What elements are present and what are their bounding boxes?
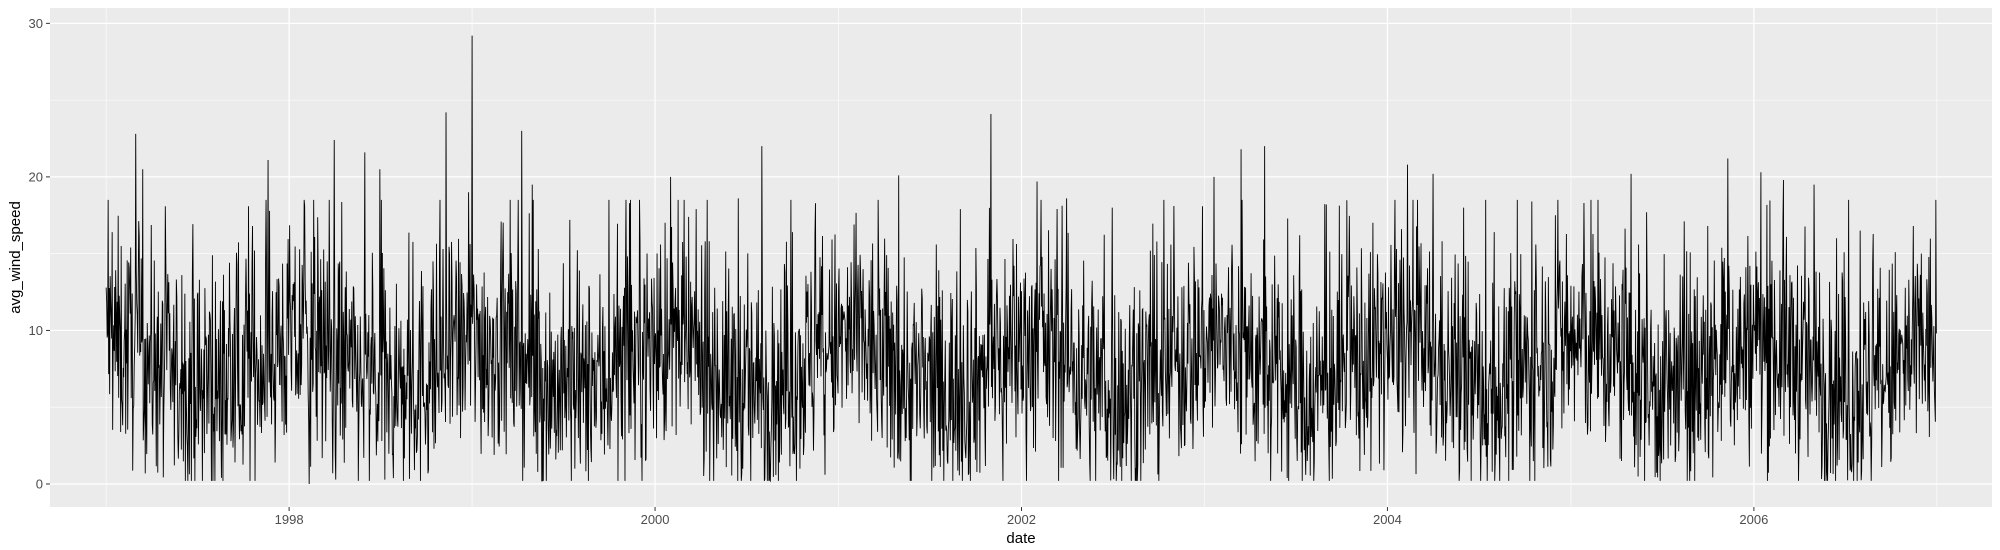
x-axis-title: date [1006, 530, 1035, 547]
x-tick-label: 2004 [1373, 512, 1402, 527]
y-tick-label: 0 [36, 476, 43, 491]
x-axis-ticks: 1998 2000 2002 2004 2006 [275, 507, 1768, 527]
x-tick-label: 2002 [1007, 512, 1036, 527]
y-tick-label: 10 [29, 323, 43, 338]
x-tick-label: 2000 [641, 512, 670, 527]
y-axis-ticks: 0 10 20 30 [29, 16, 50, 491]
y-axis-title: avg_wind_speed [7, 201, 24, 314]
series-lines [105, 35, 1937, 484]
y-tick-label: 30 [29, 16, 43, 31]
y-tick-label: 20 [29, 169, 43, 184]
x-tick-label: 1998 [275, 512, 304, 527]
x-tick-label: 2006 [1739, 512, 1768, 527]
avg-wind-speed-line [105, 35, 1937, 484]
